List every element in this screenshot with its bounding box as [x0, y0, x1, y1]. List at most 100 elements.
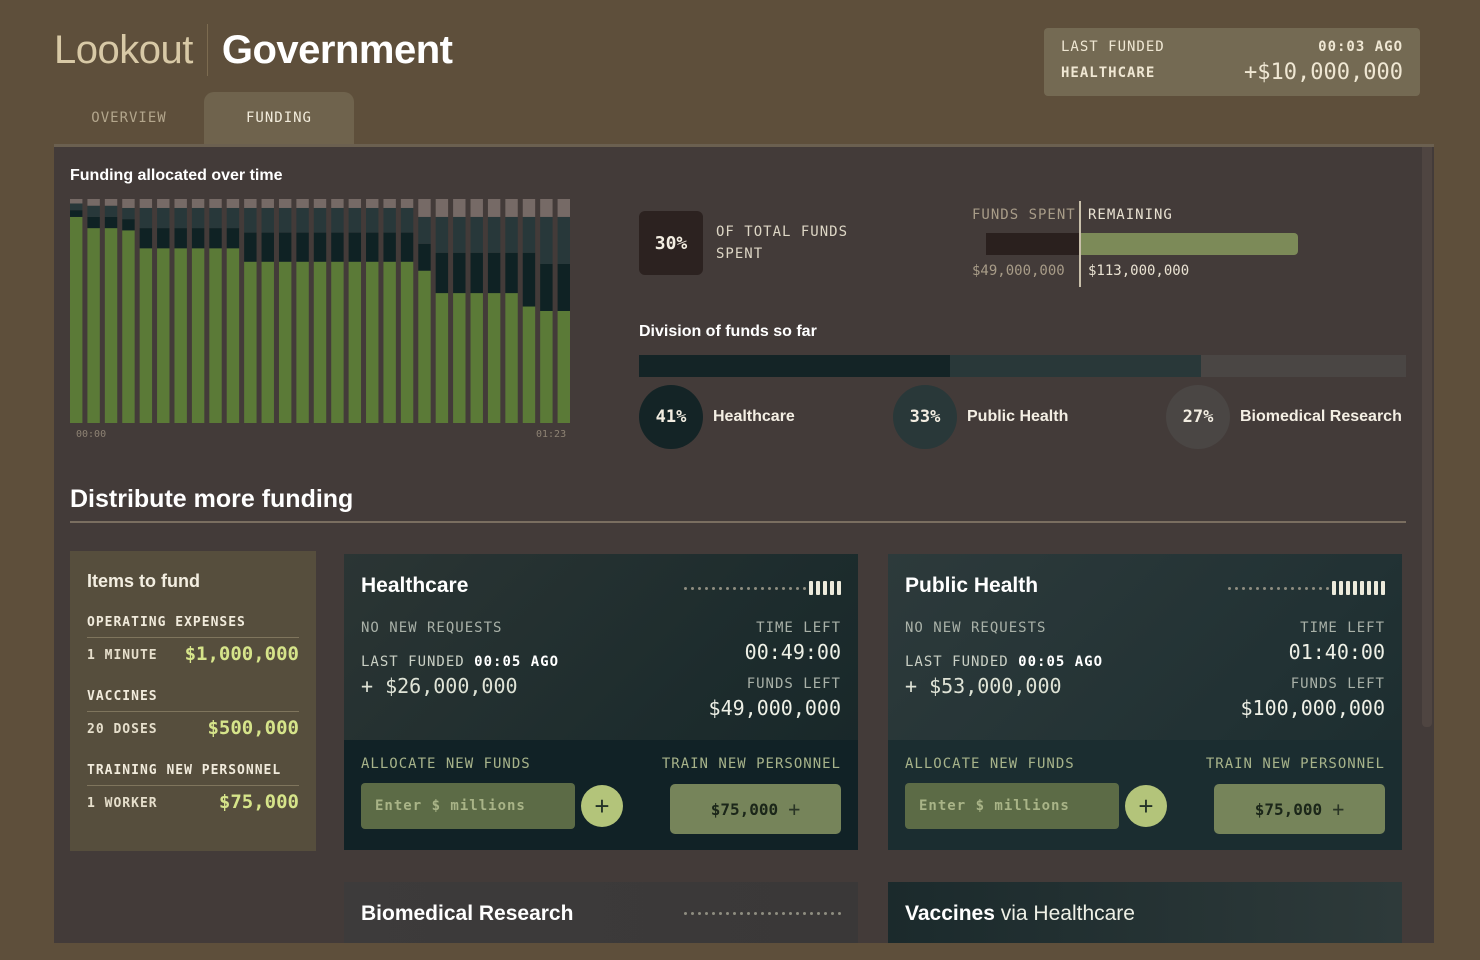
progress-dot [1319, 586, 1322, 590]
scrollbar[interactable] [1422, 147, 1432, 727]
card-progress-dots [680, 580, 841, 596]
chart-bar-segment [313, 261, 327, 423]
progress-dot [726, 912, 729, 915]
progress-dot [1298, 586, 1301, 590]
chart-bar-segment [157, 248, 170, 423]
tab-overview[interactable]: OVERVIEW [91, 110, 167, 126]
chart-bar-segment [174, 248, 187, 423]
progress-tick [1346, 581, 1350, 595]
remaining-label: REMAINING [1088, 207, 1173, 223]
chart-bar-segment [331, 232, 344, 262]
chart-bar-segment [191, 248, 205, 423]
item-row-vaccines: 20 DOSES $500,000 [87, 711, 299, 746]
chart-bar-segment [400, 261, 414, 423]
card-requests-status: NO NEW REQUESTS [361, 620, 503, 636]
progress-dot [747, 912, 750, 915]
allocate-add-button[interactable]: + [1125, 785, 1167, 827]
progress-tick [1360, 581, 1364, 595]
allocate-input[interactable] [905, 783, 1119, 829]
division-item-healthcare: 41% Healthcare [639, 385, 795, 449]
allocate-input[interactable] [361, 783, 575, 829]
plus-icon: + [788, 797, 801, 821]
item-price: $75,000 [218, 791, 299, 813]
card-progress-dots [1224, 580, 1385, 596]
division-segment-public-health [950, 355, 1201, 377]
progress-dot [712, 586, 715, 590]
chart-bar-segment [87, 216, 100, 229]
chart-bar-segment [366, 232, 379, 262]
tab-bar: OVERVIEW FUNDING [54, 92, 354, 144]
progress-dot [1270, 586, 1273, 590]
card-time-left: 00:49:00 [744, 640, 841, 664]
progress-tick [1339, 581, 1343, 595]
funding-card-healthcare: Healthcare NO NEW REQUESTS LAST FUNDED 0… [344, 554, 858, 850]
last-funded-amount: +$10,000,000 [1244, 60, 1403, 85]
chart-bar-segment [278, 207, 292, 233]
chart-bar-segment [87, 199, 100, 206]
chart-bar-segment [139, 207, 153, 229]
chart-bar-segment [104, 205, 118, 217]
card-funds-left: $100,000,000 [1240, 696, 1386, 720]
card-title: Public Health [905, 574, 1039, 597]
progress-dot [796, 912, 799, 915]
chart-bar-segment [104, 199, 118, 206]
progress-dot [810, 912, 813, 915]
item-category-vaccines: VACCINES [87, 689, 158, 704]
funding-card-vaccines: Vaccines via Healthcare [888, 882, 1402, 943]
chart-bar-segment [87, 205, 100, 217]
chart-bar-segment [296, 261, 309, 423]
chart-bar-segment [261, 261, 274, 423]
progress-dot [1235, 586, 1238, 590]
progress-dot [698, 912, 701, 915]
chart-bar-segment [453, 216, 466, 253]
items-to-fund-panel: Items to fund OPERATING EXPENSES 1 MINUT… [70, 551, 316, 851]
division-legend: 41% Healthcare 33% Public Health 27% Bio… [639, 385, 1406, 451]
progress-dot [740, 912, 743, 915]
chart-bar-segment [348, 232, 362, 262]
division-item-public-health: 33% Public Health [893, 385, 1068, 449]
chart-bar-segment [522, 252, 536, 307]
card-funds-left: $49,000,000 [708, 696, 841, 720]
progress-tick [823, 581, 827, 595]
chart-bar-segment [522, 216, 536, 253]
chart-bar-segment [139, 199, 153, 208]
chart-bar-segment [296, 199, 309, 208]
chart-bar-segment [226, 207, 240, 229]
progress-tick [1381, 581, 1385, 595]
x-axis-start-label: 00:00 [76, 429, 107, 440]
progress-dot [831, 912, 834, 915]
chart-bar-segment [278, 199, 292, 208]
chart-bar-segment [209, 199, 222, 208]
progress-dot [705, 586, 708, 590]
train-personnel-button[interactable]: $75,000 + [1214, 784, 1385, 834]
card-title: Biomedical Research [361, 902, 574, 925]
progress-dot [684, 912, 687, 915]
chart-bar-segment [505, 216, 518, 253]
card-last-amount: + $53,000,000 [905, 674, 1062, 698]
progress-dot [796, 586, 799, 590]
chart-bar-segment [505, 293, 518, 423]
progress-dot [691, 912, 694, 915]
chart-bar-segment [435, 216, 449, 253]
progress-dot [1242, 586, 1245, 590]
chart-bar-segment [226, 199, 240, 208]
allocate-add-button[interactable]: + [581, 785, 623, 827]
chart-bar-segment [366, 207, 379, 233]
chart-bar-segment [540, 199, 553, 217]
tab-funding[interactable]: FUNDING [204, 92, 354, 144]
chart-bar-segment [522, 306, 536, 423]
chart-bar-segment [191, 199, 205, 208]
progress-dot [1277, 586, 1280, 590]
card-last-funded-label: LAST FUNDED [905, 654, 1009, 670]
progress-tick [1353, 581, 1357, 595]
item-row-training: 1 WORKER $75,000 [87, 785, 299, 820]
chart-bar-segment [557, 216, 570, 264]
item-price: $1,000,000 [184, 643, 299, 665]
funds-spent-value: $49,000,000 [972, 263, 1065, 279]
progress-dot [838, 912, 841, 915]
card-time-left: 01:40:00 [1288, 640, 1385, 664]
division-label-public-health: Public Health [967, 408, 1069, 425]
train-personnel-button[interactable]: $75,000 + [670, 784, 841, 834]
card-title: Vaccines via Healthcare [905, 902, 1135, 926]
progress-dot [782, 912, 785, 915]
